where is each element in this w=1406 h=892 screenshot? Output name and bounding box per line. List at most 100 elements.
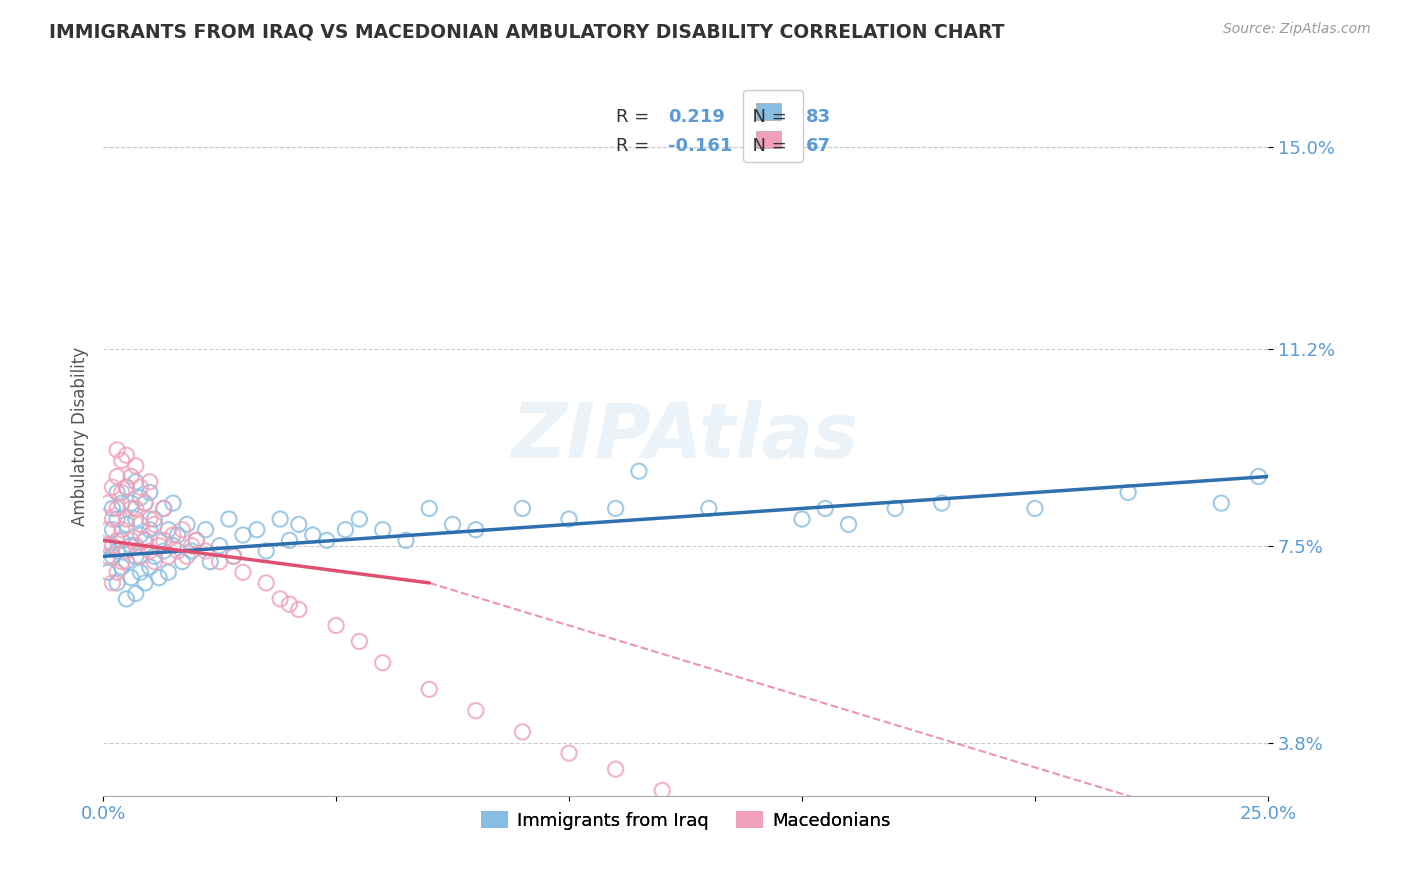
Point — [222, 549, 245, 564]
Point — [395, 533, 418, 548]
Point — [152, 501, 174, 516]
Text: N =: N = — [741, 136, 793, 154]
Point — [111, 533, 134, 548]
Point — [335, 523, 357, 537]
Point — [138, 523, 160, 537]
Text: N =: N = — [741, 108, 793, 126]
Point — [418, 682, 440, 697]
Point — [884, 501, 907, 516]
Text: R =: R = — [616, 108, 655, 126]
Point — [111, 555, 134, 569]
Point — [232, 528, 254, 542]
Point — [254, 544, 277, 558]
Point — [143, 517, 166, 532]
Y-axis label: Ambulatory Disability: Ambulatory Disability — [72, 347, 89, 526]
Point — [180, 544, 202, 558]
Point — [138, 485, 160, 500]
Point — [129, 491, 152, 505]
Point — [120, 539, 142, 553]
Text: IMMIGRANTS FROM IRAQ VS MACEDONIAN AMBULATORY DISABILITY CORRELATION CHART: IMMIGRANTS FROM IRAQ VS MACEDONIAN AMBUL… — [49, 22, 1005, 41]
Point — [152, 544, 174, 558]
Point — [814, 501, 837, 516]
Point — [301, 528, 323, 542]
Point — [105, 485, 128, 500]
Point — [278, 533, 301, 548]
Point — [115, 555, 138, 569]
Point — [105, 544, 128, 558]
Point — [105, 469, 128, 483]
Point — [115, 517, 138, 532]
Point — [125, 539, 148, 553]
Point — [931, 496, 953, 510]
Point — [172, 555, 194, 569]
Point — [152, 533, 174, 548]
Text: R =: R = — [616, 136, 655, 154]
Point — [349, 634, 371, 648]
Point — [697, 501, 720, 516]
Point — [134, 533, 156, 548]
Point — [162, 528, 184, 542]
Point — [101, 480, 124, 494]
Point — [125, 549, 148, 564]
Point — [125, 475, 148, 489]
Point — [101, 501, 124, 516]
Point — [97, 523, 120, 537]
Point — [148, 533, 170, 548]
Point — [105, 576, 128, 591]
Point — [101, 539, 124, 553]
Point — [125, 501, 148, 516]
Point — [111, 496, 134, 510]
Point — [152, 501, 174, 516]
Point — [627, 464, 650, 478]
Point — [129, 517, 152, 532]
Point — [97, 496, 120, 510]
Point — [200, 555, 222, 569]
Point — [129, 528, 152, 542]
Point — [148, 539, 170, 553]
Point — [97, 566, 120, 580]
Point — [315, 533, 337, 548]
Point — [105, 512, 128, 526]
Point — [208, 555, 231, 569]
Point — [157, 549, 180, 564]
Point — [288, 517, 311, 532]
Point — [1116, 485, 1139, 500]
Point — [269, 591, 291, 606]
Point — [157, 566, 180, 580]
Point — [111, 523, 134, 537]
Point — [1247, 469, 1270, 483]
Point — [143, 549, 166, 564]
Point — [134, 576, 156, 591]
Point — [176, 549, 198, 564]
Point — [138, 475, 160, 489]
Point — [325, 618, 347, 632]
Point — [157, 523, 180, 537]
Point — [186, 533, 208, 548]
Point — [101, 523, 124, 537]
Point — [254, 576, 277, 591]
Point — [269, 512, 291, 526]
Point — [105, 566, 128, 580]
Point — [111, 485, 134, 500]
Point — [143, 512, 166, 526]
Text: 83: 83 — [806, 108, 831, 126]
Point — [105, 501, 128, 516]
Point — [138, 512, 160, 526]
Point — [129, 566, 152, 580]
Point — [97, 539, 120, 553]
Point — [464, 523, 486, 537]
Point — [125, 512, 148, 526]
Point — [162, 539, 184, 553]
Text: Source: ZipAtlas.com: Source: ZipAtlas.com — [1223, 22, 1371, 37]
Point — [512, 501, 534, 516]
Point — [97, 549, 120, 564]
Point — [115, 448, 138, 462]
Point — [790, 815, 813, 830]
Text: 67: 67 — [806, 136, 831, 154]
Point — [138, 560, 160, 574]
Point — [349, 512, 371, 526]
Point — [134, 533, 156, 548]
Point — [744, 805, 766, 819]
Point — [651, 783, 673, 797]
Point — [111, 560, 134, 574]
